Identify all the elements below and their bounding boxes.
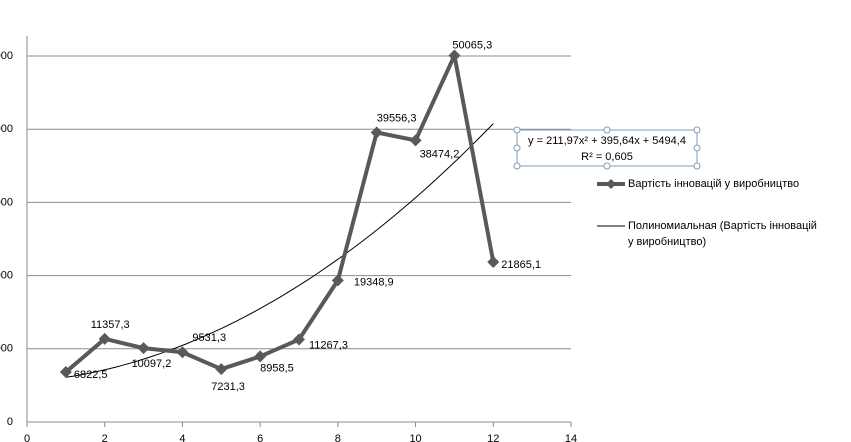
handle bbox=[513, 162, 521, 170]
data-label: 11267,3 bbox=[309, 339, 348, 351]
handle bbox=[693, 162, 701, 170]
marker bbox=[59, 366, 72, 379]
x-tick-label: 2 bbox=[102, 433, 108, 442]
marker bbox=[487, 255, 500, 268]
data-label: 38474,2 bbox=[420, 148, 460, 160]
marker bbox=[254, 350, 267, 363]
handle bbox=[693, 126, 701, 134]
handle bbox=[693, 144, 701, 152]
legend-marker bbox=[606, 179, 616, 189]
handle bbox=[513, 126, 521, 134]
data-label: 39556,3 bbox=[377, 112, 417, 124]
handle bbox=[513, 144, 521, 152]
trend-r2: R² = 0,605 bbox=[581, 151, 633, 163]
y-tick-label: 10000 bbox=[0, 343, 13, 355]
data-label: 8958,5 bbox=[260, 362, 294, 374]
marker bbox=[370, 126, 383, 139]
x-tick-label: 6 bbox=[257, 433, 263, 442]
handle bbox=[603, 162, 611, 170]
handle bbox=[603, 126, 611, 134]
y-tick-label: 20000 bbox=[0, 270, 13, 282]
data-label: 6822,5 bbox=[74, 369, 108, 381]
y-tick-label: 30000 bbox=[0, 196, 13, 208]
trend-equation: y = 211,97x² + 395,64x + 5494,4 bbox=[528, 135, 686, 147]
series-line bbox=[64, 53, 496, 374]
data-label: 9531,3 bbox=[192, 332, 226, 344]
data-label: 7231,3 bbox=[211, 381, 245, 393]
x-tick-label: 0 bbox=[24, 433, 30, 442]
marker bbox=[409, 134, 422, 147]
marker bbox=[331, 274, 344, 287]
x-tick-label: 14 bbox=[565, 433, 577, 442]
x-tick-label: 8 bbox=[335, 433, 341, 442]
data-label: 19348,9 bbox=[354, 276, 394, 288]
y-tick-label: 40000 bbox=[0, 123, 13, 135]
data-label: 50065,3 bbox=[452, 39, 492, 51]
legend-label: Вартість інновацій у виробництво bbox=[628, 178, 799, 190]
marker bbox=[176, 346, 189, 359]
x-tick-label: 12 bbox=[487, 433, 499, 442]
trendline bbox=[65, 123, 494, 378]
data-label: 21865,1 bbox=[501, 259, 541, 271]
x-tick-label: 4 bbox=[179, 433, 185, 442]
marker bbox=[293, 333, 305, 346]
x-tick-label: 10 bbox=[409, 433, 421, 442]
marker bbox=[215, 363, 228, 376]
data-label: 10097,2 bbox=[132, 358, 172, 370]
marker bbox=[98, 332, 111, 345]
legend-label: Полиномиальная (Вартість інновацій у вир… bbox=[628, 220, 820, 248]
y-tick-label: 50000 bbox=[0, 50, 13, 62]
y-tick-label: 0 bbox=[7, 416, 13, 428]
equation-box bbox=[516, 129, 698, 167]
marker bbox=[137, 342, 150, 355]
marker bbox=[448, 49, 461, 62]
data-label: 11357,3 bbox=[91, 319, 130, 331]
